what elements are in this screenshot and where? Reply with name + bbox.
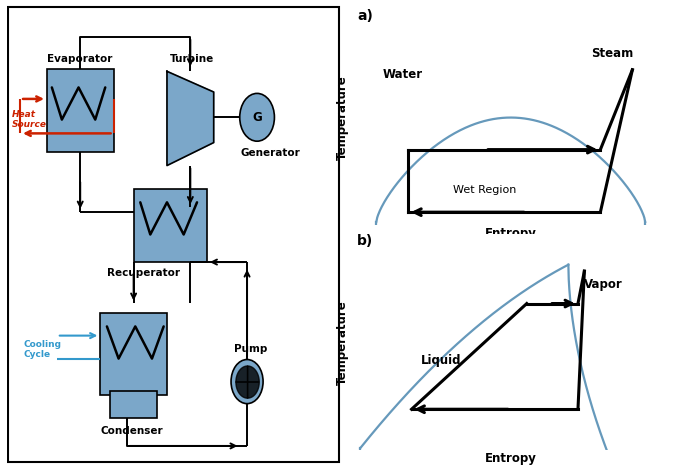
Text: Heat
Source: Heat Source — [12, 110, 47, 129]
Text: Cooling
Cycle: Cooling Cycle — [23, 340, 61, 359]
Text: Generator: Generator — [240, 148, 300, 159]
Circle shape — [231, 360, 263, 404]
Circle shape — [240, 93, 274, 141]
Bar — [110, 391, 157, 418]
Text: Liquid: Liquid — [421, 354, 462, 367]
Text: Vapor: Vapor — [584, 279, 623, 291]
Y-axis label: Temperature: Temperature — [336, 75, 349, 159]
Text: Pump: Pump — [234, 344, 267, 354]
X-axis label: Entropy: Entropy — [485, 227, 537, 240]
Text: Evaporator: Evaporator — [47, 54, 112, 64]
Text: Turbine: Turbine — [170, 54, 215, 64]
Text: a): a) — [357, 9, 373, 23]
X-axis label: Entropy: Entropy — [485, 452, 537, 465]
Bar — [47, 69, 114, 152]
Text: Recuperator: Recuperator — [107, 268, 180, 278]
Text: Water: Water — [383, 68, 423, 82]
Text: Wet Region: Wet Region — [453, 185, 516, 195]
Text: Condenser: Condenser — [100, 426, 163, 437]
Bar — [133, 189, 207, 262]
Text: G: G — [252, 111, 262, 124]
Polygon shape — [167, 71, 214, 166]
Text: b): b) — [357, 234, 373, 248]
Bar — [100, 313, 167, 395]
Y-axis label: Temperature: Temperature — [336, 300, 349, 385]
Text: Steam: Steam — [591, 47, 633, 60]
